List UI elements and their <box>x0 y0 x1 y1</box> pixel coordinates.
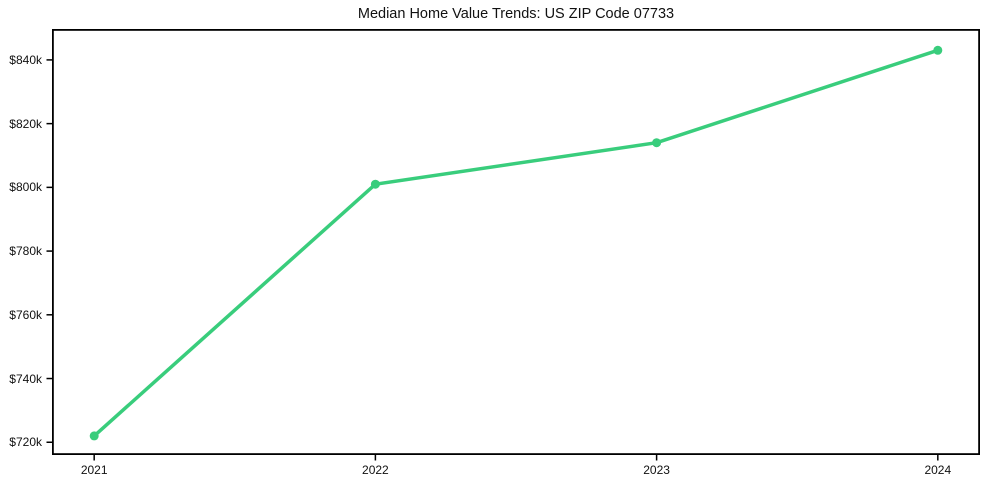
axes-frame <box>51 28 981 456</box>
x-tick-label: 2024 <box>924 463 952 477</box>
y-tick-label: $760k <box>9 307 42 322</box>
y-tick-label: $720k <box>9 435 42 450</box>
data-point-2022 <box>370 179 380 189</box>
x-tick-label: 2023 <box>643 463 670 477</box>
data-point-2024 <box>933 45 943 55</box>
trend-line <box>92 48 940 438</box>
chart-title: Median Home Value Trends: US ZIP Code 07… <box>357 6 675 22</box>
data-point-2023 <box>652 138 662 148</box>
y-tick-label: $820k <box>9 116 42 131</box>
x-tick-label: 2022 <box>362 463 389 477</box>
plot-area <box>46 28 981 461</box>
data-point-2021 <box>89 431 99 441</box>
y-tick-label: $740k <box>9 371 42 386</box>
x-tick-label: 2021 <box>80 463 108 477</box>
y-tick-label: $840k <box>9 52 42 67</box>
y-tick-label: $800k <box>9 180 42 195</box>
y-tick-label: $780k <box>9 244 42 259</box>
